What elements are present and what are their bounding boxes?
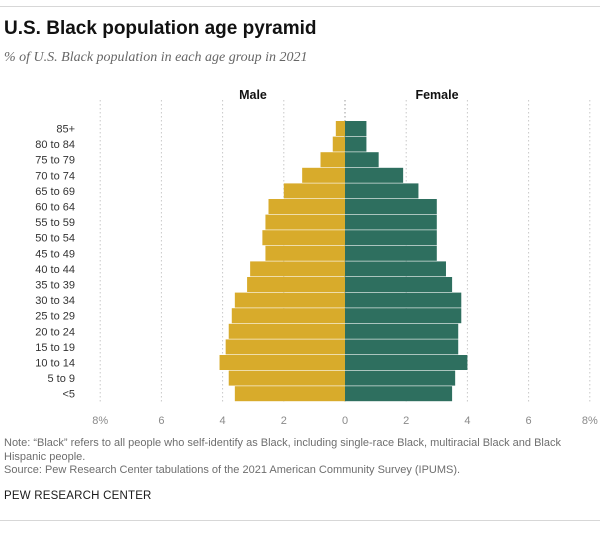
x-tick-label: 4 — [220, 415, 226, 427]
bar-male — [219, 355, 345, 370]
bar-female — [345, 152, 379, 168]
age-group-label: 70 to 74 — [35, 170, 75, 182]
x-tick-label: 0 — [342, 415, 348, 427]
age-group-label: 35 to 39 — [35, 280, 75, 292]
x-tick-label: 6 — [158, 415, 164, 427]
age-group-label: 20 to 24 — [35, 326, 75, 338]
female-bars — [345, 121, 468, 402]
bar-female — [345, 277, 453, 292]
bar-female — [345, 355, 468, 370]
top-rule — [0, 6, 600, 7]
bar-female — [345, 183, 419, 199]
legend-female: Female — [415, 88, 458, 102]
bar-male — [320, 152, 345, 168]
x-tick-label: 2 — [403, 415, 409, 427]
age-group-labels: 85+ 80 to 84 75 to 79 70 to 74 65 to 69 60 to… — [35, 124, 75, 401]
x-tick-label: 6 — [526, 415, 532, 427]
x-tick-label: 4 — [464, 415, 470, 427]
bar-female — [345, 386, 453, 402]
bar-male — [265, 214, 345, 230]
male-bars — [219, 121, 345, 402]
age-group-label: 80 to 84 — [35, 139, 75, 151]
bar-male — [268, 199, 345, 214]
bar-female — [345, 261, 446, 277]
bar-male — [265, 245, 345, 261]
bottom-rule — [0, 520, 600, 521]
x-tick-label: 2 — [281, 415, 287, 427]
chart-subtitle: % of U.S. Black population in each age g… — [4, 50, 308, 65]
bar-female — [345, 370, 456, 386]
bar-male — [228, 323, 345, 339]
age-group-label: 5 to 9 — [47, 373, 75, 385]
age-group-label: 25 to 29 — [35, 311, 75, 323]
age-group-label: 75 to 79 — [35, 155, 75, 167]
bar-male — [234, 292, 345, 308]
bar-male — [231, 308, 345, 324]
age-group-label: 10 to 14 — [35, 358, 75, 370]
legend: Male Female — [239, 88, 458, 102]
chart-note: Note: “Black” refers to all people who s… — [4, 437, 561, 463]
bar-male — [335, 121, 345, 136]
bar-female — [345, 308, 462, 324]
age-group-label: 65 to 69 — [35, 186, 75, 198]
x-tick-label: 8% — [582, 415, 598, 427]
bar-male — [250, 261, 345, 277]
bar-male — [302, 167, 345, 183]
age-group-label: 60 to 64 — [35, 202, 75, 214]
bar-male — [332, 136, 345, 152]
age-group-label: 40 to 44 — [35, 264, 75, 276]
bar-female — [345, 292, 462, 308]
bar-male — [225, 339, 345, 355]
bar-female — [345, 199, 437, 214]
x-tick-label: 8% — [92, 415, 108, 427]
age-group-label: 85+ — [56, 124, 75, 136]
age-group-label: 30 to 34 — [35, 295, 75, 307]
bar-female — [345, 339, 459, 355]
bar-female — [345, 167, 404, 183]
age-group-label: 45 to 49 — [35, 248, 75, 260]
brand-logo-text: PEW RESEARCH CENTER — [4, 490, 152, 502]
bar-female — [345, 121, 367, 136]
bar-female — [345, 323, 459, 339]
age-group-label: 50 to 54 — [35, 233, 75, 245]
pyramid-chart: 85+ 80 to 84 75 to 79 70 to 74 65 to 69 60 to… — [35, 88, 598, 427]
x-axis-tick-labels: 8% 6 4 2 0 2 4 6 8% — [92, 415, 598, 427]
age-group-label: 15 to 19 — [35, 342, 75, 354]
legend-male: Male — [239, 88, 267, 102]
bar-male — [262, 230, 345, 246]
age-group-label: 55 to 59 — [35, 217, 75, 229]
chart-source: Source: Pew Research Center tabulations … — [4, 464, 461, 476]
bar-male — [228, 370, 345, 386]
bar-female — [345, 214, 437, 230]
bar-male — [234, 386, 345, 402]
age-group-label: <5 — [62, 389, 75, 401]
bar-male — [283, 183, 345, 199]
bar-female — [345, 245, 437, 261]
bar-female — [345, 136, 367, 152]
chart-title: U.S. Black population age pyramid — [4, 18, 317, 39]
bar-male — [247, 277, 345, 292]
bar-female — [345, 230, 437, 246]
